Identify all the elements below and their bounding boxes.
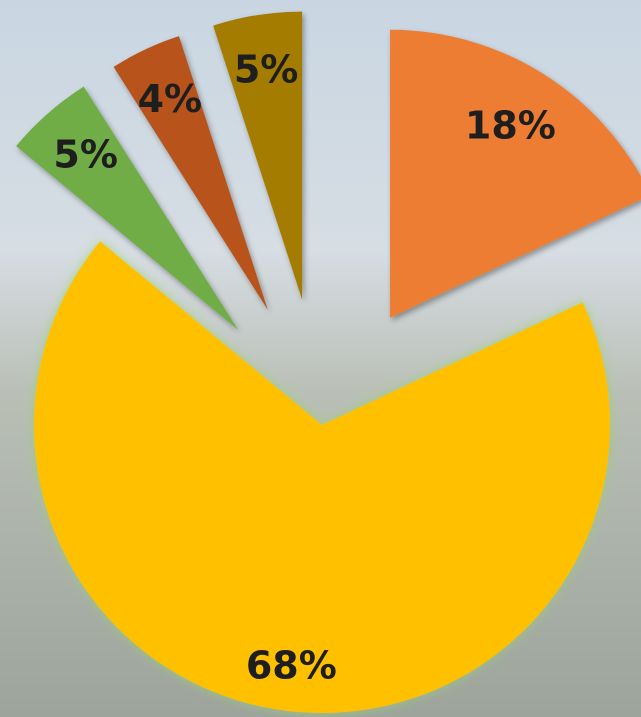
data-label: 5% [53, 132, 118, 176]
page: {"chart_data": {"type": "pie", "values":… [0, 0, 641, 717]
data-label: 68% [246, 643, 337, 687]
chart: 18% 68% 5% 4% 5% [0, 0, 641, 717]
data-label: 5% [234, 48, 299, 92]
data-label: 4% [138, 77, 203, 121]
data-label: 18% [465, 104, 556, 148]
